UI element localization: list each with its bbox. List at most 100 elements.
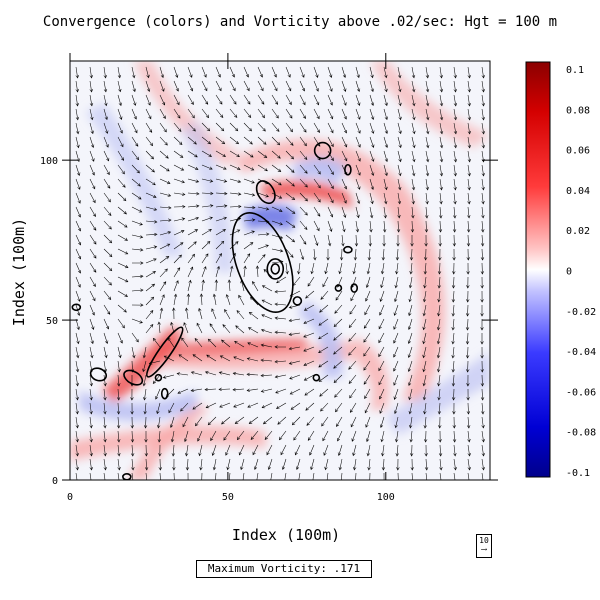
wind-vector <box>396 458 400 471</box>
wind-vector <box>187 229 199 236</box>
wind-vector <box>467 164 471 177</box>
wind-vector <box>275 388 287 394</box>
wind-vector <box>285 206 296 214</box>
wind-vector <box>215 216 228 222</box>
wind-vector <box>247 342 259 348</box>
wind-vector <box>201 66 207 78</box>
wind-vector <box>201 136 212 145</box>
wind-vector <box>243 242 254 250</box>
colorbar-tick-label: 0.02 <box>566 226 590 237</box>
wind-vector <box>186 293 191 306</box>
wind-vector <box>103 416 107 429</box>
wind-vector <box>155 388 161 400</box>
wind-vector <box>229 94 237 105</box>
wind-vector <box>89 458 93 471</box>
wind-vector <box>89 108 94 121</box>
wind-vector <box>117 192 127 202</box>
wind-vector <box>369 472 371 480</box>
wind-vector <box>303 332 315 338</box>
wind-vector <box>130 444 135 457</box>
wind-vector <box>411 66 416 79</box>
wind-vector <box>103 318 110 330</box>
wind-vector <box>299 178 308 188</box>
wind-vector <box>206 354 217 362</box>
wind-vector <box>243 80 250 92</box>
wind-vector <box>157 416 161 429</box>
wind-vector <box>451 290 456 303</box>
wind-vector <box>280 444 287 456</box>
wind-vector <box>355 94 361 106</box>
wind-vector <box>75 374 79 387</box>
wind-vector <box>480 305 484 317</box>
wind-vector <box>285 66 291 78</box>
wind-vector <box>422 360 427 373</box>
vorticity-contour <box>89 367 108 382</box>
wind-vector <box>355 136 361 148</box>
wind-vector <box>247 402 259 408</box>
wind-vector <box>257 80 264 92</box>
wind-vector <box>313 192 321 203</box>
vorticity-contour <box>343 245 353 254</box>
wind-vector <box>383 164 388 177</box>
wind-vector <box>481 402 485 415</box>
wind-vector <box>117 164 125 175</box>
wind-vector <box>411 122 416 135</box>
wind-vector <box>451 374 456 387</box>
wind-vector <box>117 430 121 443</box>
wind-vector <box>351 430 357 442</box>
wind-vector <box>481 444 485 457</box>
wind-vector <box>212 293 217 306</box>
wind-vector <box>466 402 471 415</box>
wind-vector <box>218 387 231 392</box>
wind-vector <box>103 388 107 401</box>
wind-vector <box>394 290 399 303</box>
wind-vector <box>452 402 456 415</box>
wind-vector <box>365 416 371 428</box>
wind-vector <box>221 339 231 348</box>
wind-vector <box>324 458 329 471</box>
wind-vector <box>262 416 273 425</box>
wind-vector <box>451 388 456 401</box>
wind-vector <box>285 122 293 133</box>
wind-vector <box>215 66 221 78</box>
wind-vector <box>327 108 334 120</box>
wind-vector <box>363 374 371 385</box>
wind-vector <box>437 402 442 415</box>
wind-vector <box>481 220 485 233</box>
wind-vector <box>393 388 399 400</box>
wind-vector <box>117 276 129 283</box>
wind-vector <box>117 332 123 344</box>
wind-vector <box>397 192 402 205</box>
wind-vector <box>103 276 112 286</box>
wind-vector <box>322 430 329 442</box>
wind-vector <box>274 345 287 349</box>
wind-vector <box>408 402 413 415</box>
wind-vector <box>243 164 255 171</box>
wind-vector <box>201 266 207 278</box>
wind-vector <box>438 444 443 457</box>
wind-vector <box>467 150 471 163</box>
y-tick-label: 50 <box>46 316 58 327</box>
vorticity-contour <box>344 163 352 176</box>
wind-vector <box>369 164 375 177</box>
convergence-band <box>180 121 235 273</box>
wind-vector <box>393 304 399 316</box>
wind-vector <box>364 304 371 316</box>
wind-vector <box>89 94 94 107</box>
wind-vector <box>410 235 414 247</box>
colorbar-tick-label: -0.08 <box>566 428 596 439</box>
wind-vector <box>451 304 455 317</box>
wind-vector <box>271 66 277 78</box>
wind-vector <box>215 94 223 105</box>
wind-vector <box>397 178 402 191</box>
x-tick-label: 50 <box>222 492 234 503</box>
wind-vector <box>89 416 93 429</box>
wind-vector <box>411 164 416 177</box>
wind-vector <box>274 302 287 306</box>
wind-vector <box>481 192 485 205</box>
wind-vector <box>131 80 136 93</box>
wind-vector <box>103 122 109 134</box>
wind-vector <box>145 309 154 320</box>
wind-vector <box>341 66 347 79</box>
wind-vector <box>348 360 357 370</box>
